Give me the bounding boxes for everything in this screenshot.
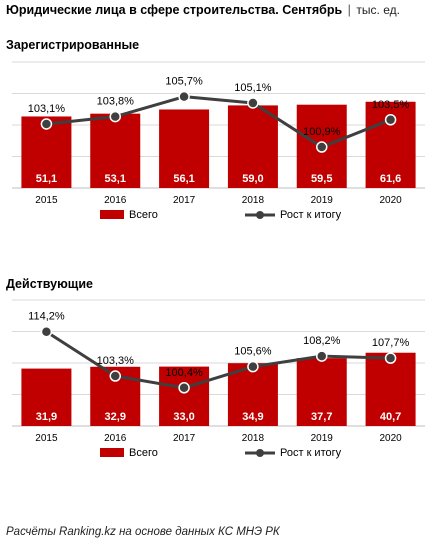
bar-value-label: 51,1 xyxy=(36,173,57,185)
x-tick-label: 2019 xyxy=(311,195,334,206)
legend-label-bar: Всего xyxy=(129,209,158,221)
bar xyxy=(365,352,416,426)
bar-value-label: 34,9 xyxy=(242,411,263,423)
growth-value-label: 105,7% xyxy=(165,76,203,88)
bar-value-label: 32,9 xyxy=(105,411,126,423)
bar xyxy=(159,366,210,426)
panel-active: 31,9 2015 32,9 2016 33,0 2017 34,9 2018 37,7 2019… xyxy=(0,296,432,468)
legend-label-bar: Всего xyxy=(129,447,158,459)
panel-title-registered: Зарегистрированные xyxy=(6,38,140,52)
growth-marker xyxy=(40,118,53,130)
growth-marker xyxy=(384,114,397,126)
bar xyxy=(21,368,72,426)
source-note: Расчёты Ranking.kz на основе данных КС М… xyxy=(6,526,280,538)
growth-value-label: 107,7% xyxy=(372,337,410,349)
growth-marker xyxy=(247,97,259,109)
bar xyxy=(296,358,347,426)
growth-value-label: 100,4% xyxy=(165,367,203,379)
x-tick-label: 2017 xyxy=(173,433,196,444)
growth-marker xyxy=(384,352,397,364)
bar xyxy=(159,109,210,188)
x-tick-label: 2020 xyxy=(379,433,402,444)
growth-value-label: 105,6% xyxy=(234,346,272,358)
growth-marker xyxy=(178,382,190,394)
panel-title-active: Действующие xyxy=(6,277,93,291)
bar-value-label: 37,7 xyxy=(311,411,332,423)
growth-value-label: 103,8% xyxy=(97,96,135,108)
panel-registered: 51,1 2015 53,1 2016 56,1 2017 59,0 2018 59,5 2019… xyxy=(0,58,432,230)
growth-value-label: 103,3% xyxy=(97,355,135,367)
x-tick-label: 2017 xyxy=(173,195,196,206)
bar-value-label: 56,1 xyxy=(173,173,194,185)
bar-value-label: 59,5 xyxy=(311,173,332,185)
growth-marker xyxy=(109,110,121,123)
growth-line xyxy=(46,95,392,149)
growth-value-label: 100,9% xyxy=(303,126,341,138)
bar xyxy=(227,363,278,426)
legend-label-line: Рост к итогу xyxy=(280,209,342,221)
bar-value-label: 33,0 xyxy=(173,411,194,423)
x-tick-label: 2016 xyxy=(104,433,127,444)
bar xyxy=(90,113,141,188)
x-tick-label: 2018 xyxy=(242,433,265,444)
x-tick-label: 2015 xyxy=(35,433,58,444)
x-tick-label: 2015 xyxy=(35,195,58,206)
chart-active: 31,9 2015 32,9 2016 33,0 2017 34,9 2018 37,7 2019… xyxy=(12,299,425,459)
chart-registered: 51,1 2015 53,1 2016 56,1 2017 59,0 2018 59,5 2019… xyxy=(12,61,425,221)
x-tick-label: 2016 xyxy=(104,195,127,206)
bar-value-label: 61,6 xyxy=(380,173,401,185)
growth-value-label: 103,5% xyxy=(372,99,410,111)
bar-value-label: 40,7 xyxy=(380,411,401,423)
chart-title: Юридические лица в сфере строительства. … xyxy=(6,3,400,17)
legend-marker-line xyxy=(256,449,264,457)
growth-value-label: 103,1% xyxy=(28,103,66,115)
legend-label-line: Рост к итогу xyxy=(280,447,342,459)
growth-line xyxy=(45,330,391,390)
legend-swatch-bar xyxy=(100,210,124,219)
chart-title-text: Юридические лица в сфере строительства. … xyxy=(6,3,343,17)
unit-label: тыс. ед. xyxy=(356,3,400,17)
title-separator: | xyxy=(347,3,351,17)
growth-value-label: 108,2% xyxy=(303,335,341,347)
growth-marker xyxy=(316,350,328,362)
growth-marker xyxy=(247,360,259,373)
growth-marker xyxy=(316,141,328,153)
x-tick-label: 2018 xyxy=(242,195,265,206)
growth-value-label: 114,2% xyxy=(28,311,65,323)
growth-marker xyxy=(109,370,121,382)
legend-marker-line xyxy=(256,211,264,219)
x-tick-label: 2020 xyxy=(379,195,402,206)
bar xyxy=(227,105,278,188)
growth-value-label: 105,1% xyxy=(234,82,272,94)
bar-value-label: 59,0 xyxy=(242,173,263,185)
bar-value-label: 53,1 xyxy=(105,173,126,185)
x-tick-label: 2019 xyxy=(311,433,334,444)
growth-marker xyxy=(178,90,190,103)
legend-swatch-bar xyxy=(100,448,124,457)
growth-marker xyxy=(40,325,53,338)
bar-value-label: 31,9 xyxy=(36,411,57,423)
